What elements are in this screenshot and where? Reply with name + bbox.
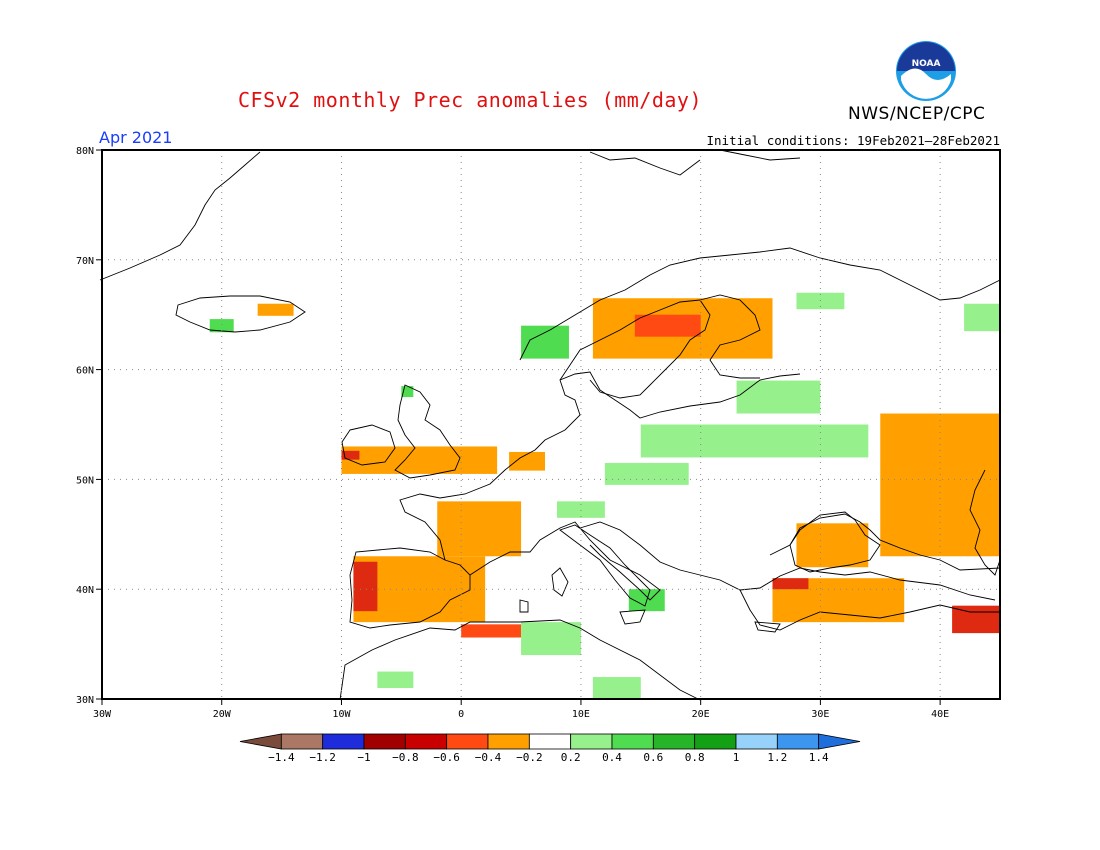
anomaly-cell-scandinavia-core xyxy=(634,314,701,337)
anomaly-cell-alps xyxy=(556,501,605,518)
colorbar-swatch xyxy=(570,733,613,750)
anomaly-cell-north-africa xyxy=(461,624,522,638)
initial-conditions: Initial conditions: 19Feb2021–28Feb2021 xyxy=(706,133,1001,148)
lat-tick-label: 60N xyxy=(76,366,94,377)
colorbar-swatch xyxy=(487,733,530,750)
forecast-period: Apr 2021 xyxy=(99,128,173,147)
colorbar-swatch xyxy=(818,733,861,750)
lon-tick-label: 30E xyxy=(811,709,829,720)
anomaly-cell-benelux xyxy=(509,451,546,471)
map-title: CFSv2 monthly Prec anomalies (mm/day) xyxy=(237,88,703,112)
map-frame xyxy=(101,149,1001,700)
colorbar-swatch xyxy=(363,733,406,750)
anomaly-cell-libya xyxy=(592,677,641,699)
colorbar-swatch xyxy=(280,733,324,750)
colorbar-swatch xyxy=(611,733,654,750)
anomaly-cell-iceland-east xyxy=(257,303,294,316)
colorbar-swatch xyxy=(528,733,572,750)
lon-tick-label: 20W xyxy=(213,709,232,720)
colorbar-label: −0.8 xyxy=(392,751,419,764)
colorbar-swatch xyxy=(652,733,696,750)
longitude-ticks: 30W 20W 10W 0 10E 20E 30E 40E xyxy=(93,699,949,720)
colorbar-label: 1 xyxy=(733,751,740,764)
colorbar-label: 0.8 xyxy=(685,751,705,764)
anomaly-cell-algeria-tunisia xyxy=(521,622,581,656)
anomaly-cell-russia-ne xyxy=(964,303,1000,332)
colorbar-swatch xyxy=(776,733,820,750)
colorbar-swatch xyxy=(322,733,365,750)
colorbar-label: −0.4 xyxy=(475,751,502,764)
colorbar-label: 1.4 xyxy=(809,751,829,764)
colorbar-label: −1.4 xyxy=(268,751,295,764)
lon-tick-label: 10E xyxy=(572,709,590,720)
colorbar-label: 0.6 xyxy=(643,751,663,764)
lon-tick-label: 20E xyxy=(692,709,710,720)
lat-tick-label: 40N xyxy=(76,585,94,596)
noaa-logo-icon: NOAA xyxy=(896,41,956,101)
anomaly-cell-iceland-west xyxy=(209,319,234,333)
colorbar-swatch xyxy=(694,733,737,750)
colorbar-swatch xyxy=(239,733,282,750)
anomaly-cell-poland-belarus xyxy=(640,424,869,458)
colorbar-label: 0.2 xyxy=(561,751,581,764)
anomaly-cell-turkey-nw xyxy=(772,578,809,590)
latitude-ticks: 80N 70N 60N 50N 40N 30N xyxy=(76,146,102,706)
anomaly-cell-scotland-north xyxy=(401,386,414,398)
lon-tick-label: 30W xyxy=(93,709,112,720)
colorbar-label: −1 xyxy=(357,751,370,764)
agency-label: NWS/NCEP/CPC xyxy=(848,104,986,124)
lat-tick-label: 50N xyxy=(76,475,94,486)
lon-tick-label: 40E xyxy=(931,709,949,720)
colorbar-label: 0.4 xyxy=(602,751,622,764)
anomaly-cell-ireland-sw xyxy=(341,450,360,460)
colorbar-label: −0.6 xyxy=(433,751,460,764)
anomaly-cell-russia-south xyxy=(880,413,1000,557)
colorbar-label: −1.2 xyxy=(309,751,336,764)
coastlines xyxy=(99,149,1001,701)
colorbar-swatch xyxy=(446,733,489,750)
svg-text:NOAA: NOAA xyxy=(912,59,941,69)
lon-tick-label: 0 xyxy=(458,709,464,720)
anomaly-cell-caucasus xyxy=(952,605,1000,634)
anomaly-cell-black-sea xyxy=(796,523,869,568)
anomaly-cell-morocco xyxy=(377,671,414,689)
lat-tick-label: 80N xyxy=(76,146,94,157)
anomaly-cell-baltic xyxy=(736,380,821,414)
lat-tick-label: 70N xyxy=(76,256,94,267)
lat-tick-label: 30N xyxy=(76,695,94,706)
anomaly-cell-iberia-west xyxy=(353,561,378,612)
anomaly-cell-france xyxy=(437,501,522,557)
lon-tick-label: 10W xyxy=(332,709,351,720)
anomaly-cell-ireland-uk xyxy=(341,446,498,474)
colorbar-label: −0.2 xyxy=(516,751,543,764)
colorbar-swatch xyxy=(735,733,778,750)
anomaly-cell-germany-east xyxy=(604,462,689,485)
colorbar-label: 1.2 xyxy=(767,751,787,764)
colorbar-swatch xyxy=(404,733,448,750)
